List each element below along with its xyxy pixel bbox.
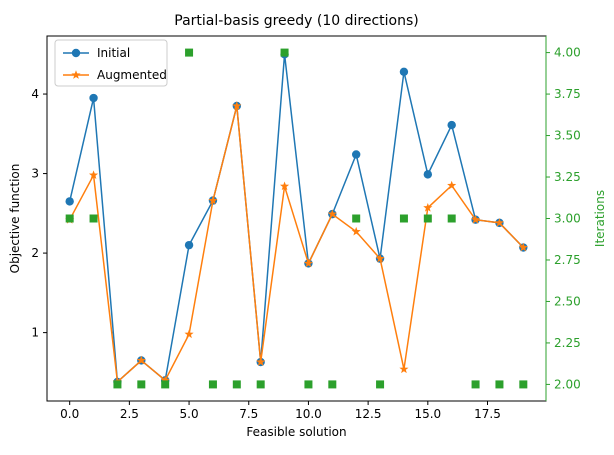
data-point <box>495 380 504 389</box>
data-point <box>232 101 242 110</box>
data-point <box>423 214 432 223</box>
data-point <box>471 214 481 224</box>
y-right-tick-label: 2.00 <box>554 377 581 391</box>
x-tick-label: 7.5 <box>239 407 258 421</box>
data-point <box>185 48 194 57</box>
data-point <box>184 240 194 250</box>
y-right-tick-label: 2.75 <box>554 253 581 267</box>
y-tick-label: 2 <box>31 246 39 260</box>
data-point <box>327 209 337 219</box>
x-axis-title: Feasible solution <box>246 425 346 439</box>
legend-label: Augmented <box>97 68 167 82</box>
data-point <box>352 214 361 223</box>
data-point <box>399 67 409 76</box>
x-tick-label: 2.5 <box>120 407 139 421</box>
data-point <box>65 197 74 206</box>
plot-frame <box>46 35 547 402</box>
legend-marker <box>71 48 81 58</box>
series-augmented <box>65 101 528 386</box>
legend-label: Initial <box>97 46 130 60</box>
x-tick-label: 17.5 <box>474 407 501 421</box>
data-point <box>113 380 122 389</box>
data-point <box>423 170 433 179</box>
x-tick-label: 10.0 <box>295 407 322 421</box>
data-point <box>232 380 241 389</box>
chart-title: Partial-basis greedy (10 directions) <box>174 13 418 29</box>
x-tick-label: 15.0 <box>414 407 441 421</box>
data-point <box>375 253 385 263</box>
y-right-tick-label: 4.00 <box>554 46 581 60</box>
data-point <box>160 375 170 385</box>
data-point <box>208 380 217 389</box>
series-iterations <box>65 48 528 389</box>
data-point <box>447 120 456 130</box>
data-point <box>399 364 409 374</box>
data-point <box>423 202 433 212</box>
legend-item: Augmented <box>63 68 167 82</box>
data-point <box>447 180 457 190</box>
axes: 0.0 2.5 5.0 7.5 10.0 12.5 15.0 17.5 1 2 3 4 2.00 2.25… <box>31 35 581 421</box>
y-right-tick-label: 3.50 <box>554 129 581 143</box>
y-tick-label: 3 <box>31 167 39 181</box>
y-right-tick-label: 3.00 <box>554 212 581 226</box>
data-point <box>328 380 337 389</box>
y-axis-right-title: Iterations <box>593 190 607 247</box>
data-point <box>88 170 99 180</box>
y-right-tick-label: 2.25 <box>554 336 581 350</box>
y-right-tick-label: 3.25 <box>554 170 581 184</box>
y-tick-label: 4 <box>31 87 39 101</box>
data-point <box>280 181 290 191</box>
x-tick-label: 12.5 <box>355 407 382 421</box>
y-tick-label: 1 <box>31 326 39 340</box>
series-layer <box>65 48 528 389</box>
data-point <box>137 380 146 389</box>
data-point <box>256 357 266 366</box>
data-point <box>376 380 385 389</box>
data-point <box>280 48 289 57</box>
y-axis-title: Objective function <box>8 164 22 274</box>
series-line <box>69 105 524 384</box>
x-tick-label: 0.0 <box>60 407 79 421</box>
data-point <box>304 380 313 389</box>
data-point <box>89 214 98 223</box>
data-point <box>161 380 170 389</box>
data-point <box>303 258 313 268</box>
data-point <box>351 226 361 236</box>
data-point <box>65 214 74 223</box>
data-point <box>208 195 218 205</box>
data-point <box>518 242 528 252</box>
y-right-tick-label: 2.50 <box>554 294 581 308</box>
data-point <box>399 214 408 223</box>
series-initial <box>65 50 528 387</box>
data-point <box>136 355 146 365</box>
legend: Initial Augmented <box>54 39 168 87</box>
data-point <box>89 93 98 103</box>
data-point <box>494 218 505 227</box>
data-point <box>471 380 480 389</box>
data-point <box>519 380 528 389</box>
legend-marker <box>71 70 81 79</box>
legend-item: Initial <box>63 46 130 60</box>
data-point <box>351 150 361 159</box>
data-point <box>447 214 456 223</box>
x-tick-label: 5.0 <box>180 407 199 421</box>
y-right-tick-label: 3.75 <box>554 87 581 101</box>
data-point <box>184 329 194 339</box>
data-point <box>256 380 265 389</box>
